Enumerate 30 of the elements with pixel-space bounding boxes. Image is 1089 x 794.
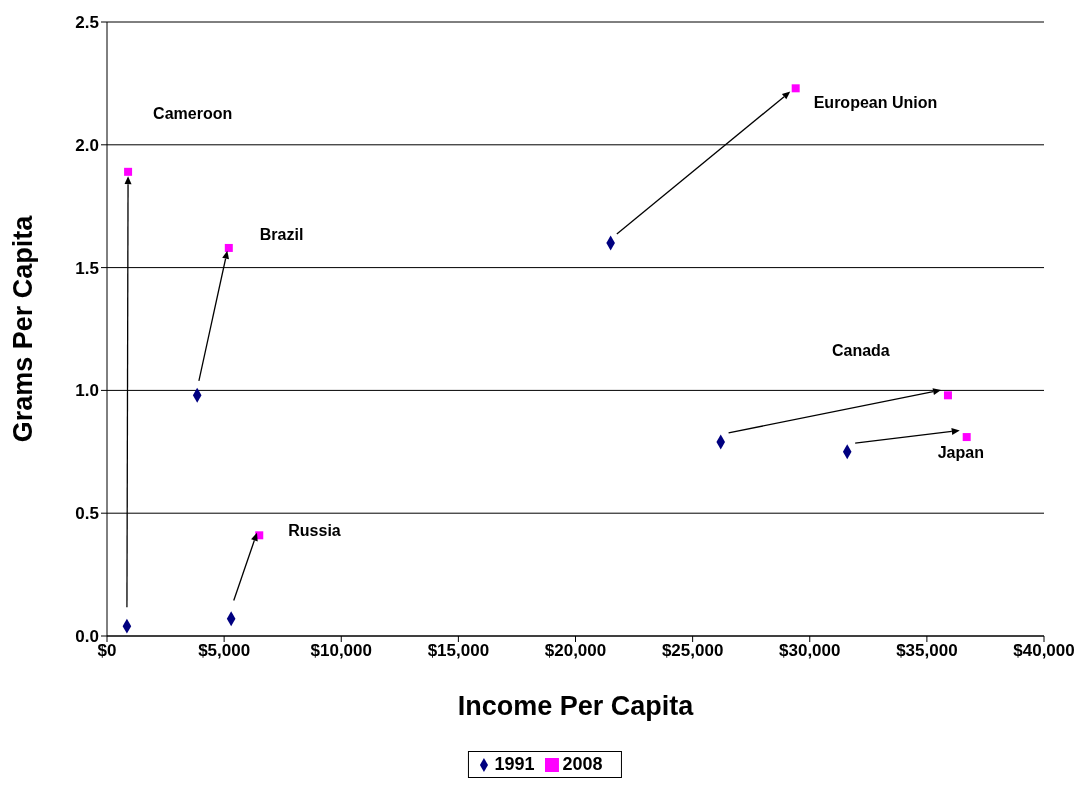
annotation: European Union xyxy=(813,94,938,112)
x-tick-label: $10,000 xyxy=(310,641,372,661)
annotation: Russia xyxy=(288,522,341,540)
x-tick-label: $40,000 xyxy=(1013,641,1075,661)
annotation: Canada xyxy=(831,341,890,359)
y-tick-label: 2.0 xyxy=(75,135,99,155)
y-tick-label: 0.5 xyxy=(75,504,99,524)
x-tick-label: $5,000 xyxy=(198,641,251,661)
y-tick-label: 1.5 xyxy=(75,258,99,278)
point xyxy=(224,243,233,252)
legend-label: 1991 xyxy=(494,754,535,774)
annotation: Japan xyxy=(937,443,984,461)
x-tick-label: $0 xyxy=(97,641,117,661)
y-tick-label: 1.0 xyxy=(75,381,99,401)
point xyxy=(124,167,133,176)
x-tick-label: $25,000 xyxy=(661,641,724,661)
y-axis-title: Grams Per Capita xyxy=(7,214,38,443)
point xyxy=(791,84,800,93)
x-tick-label: $30,000 xyxy=(779,641,841,661)
legend-label: 2008 xyxy=(562,754,603,774)
y-tick-label: 0.0 xyxy=(75,627,99,647)
point xyxy=(943,391,952,400)
x-tick-label: $35,000 xyxy=(896,641,958,661)
y-tick-label: 2.5 xyxy=(75,13,99,33)
annotation: Brazil xyxy=(259,226,304,244)
point xyxy=(962,433,971,442)
annotation: Cameroon xyxy=(153,105,233,123)
x-axis-title: Income Per Capita xyxy=(457,691,695,722)
x-tick-label: $15,000 xyxy=(427,641,490,661)
x-tick-label: $20,000 xyxy=(544,641,607,661)
